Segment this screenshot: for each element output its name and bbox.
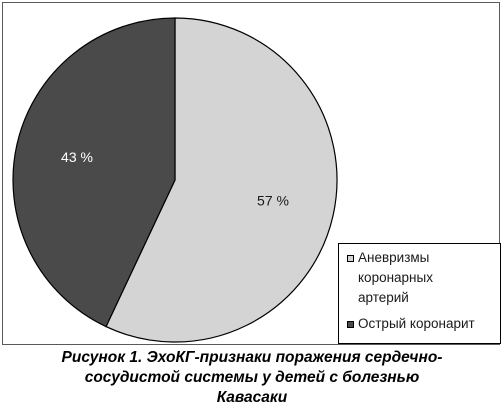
pie-slice-aneurysms [105,17,338,343]
caption-line-1: Рисунок 1. ЭхоКГ-признаки поражения серд… [61,349,443,366]
legend-swatch-aneurysms [347,255,354,262]
pie-chart: 57 % 43 % [12,17,338,343]
legend: Аневризмы коронарных артерий Острый коро… [338,243,501,344]
legend-label-line: артерий [358,290,409,305]
chart-frame: 57 % 43 % Аневризмы коронарных артерий Ос… [2,2,501,345]
slice-label-aneurysms: 57 % [257,193,289,209]
caption-line-3: Кавасаки [216,389,288,406]
legend-item-coronaritis: Острый коронарит [347,314,496,334]
legend-label-line: коронарных [358,270,433,285]
figure-caption: Рисунок 1. ЭхоКГ-признаки поражения серд… [0,348,504,408]
slice-label-coronaritis: 43 % [61,149,93,165]
legend-label-line: Аневризмы [358,250,430,265]
legend-label-aneurysms: Аневризмы коронарных артерий [358,248,433,308]
legend-label-coronaritis: Острый коронарит [358,316,475,331]
pie-slice-coronaritis [12,17,176,328]
legend-swatch-coronaritis [347,321,354,328]
legend-item-aneurysms: Аневризмы коронарных артерий [347,248,496,308]
caption-line-2: сосудистой системы у детей с болезнью [84,369,420,386]
